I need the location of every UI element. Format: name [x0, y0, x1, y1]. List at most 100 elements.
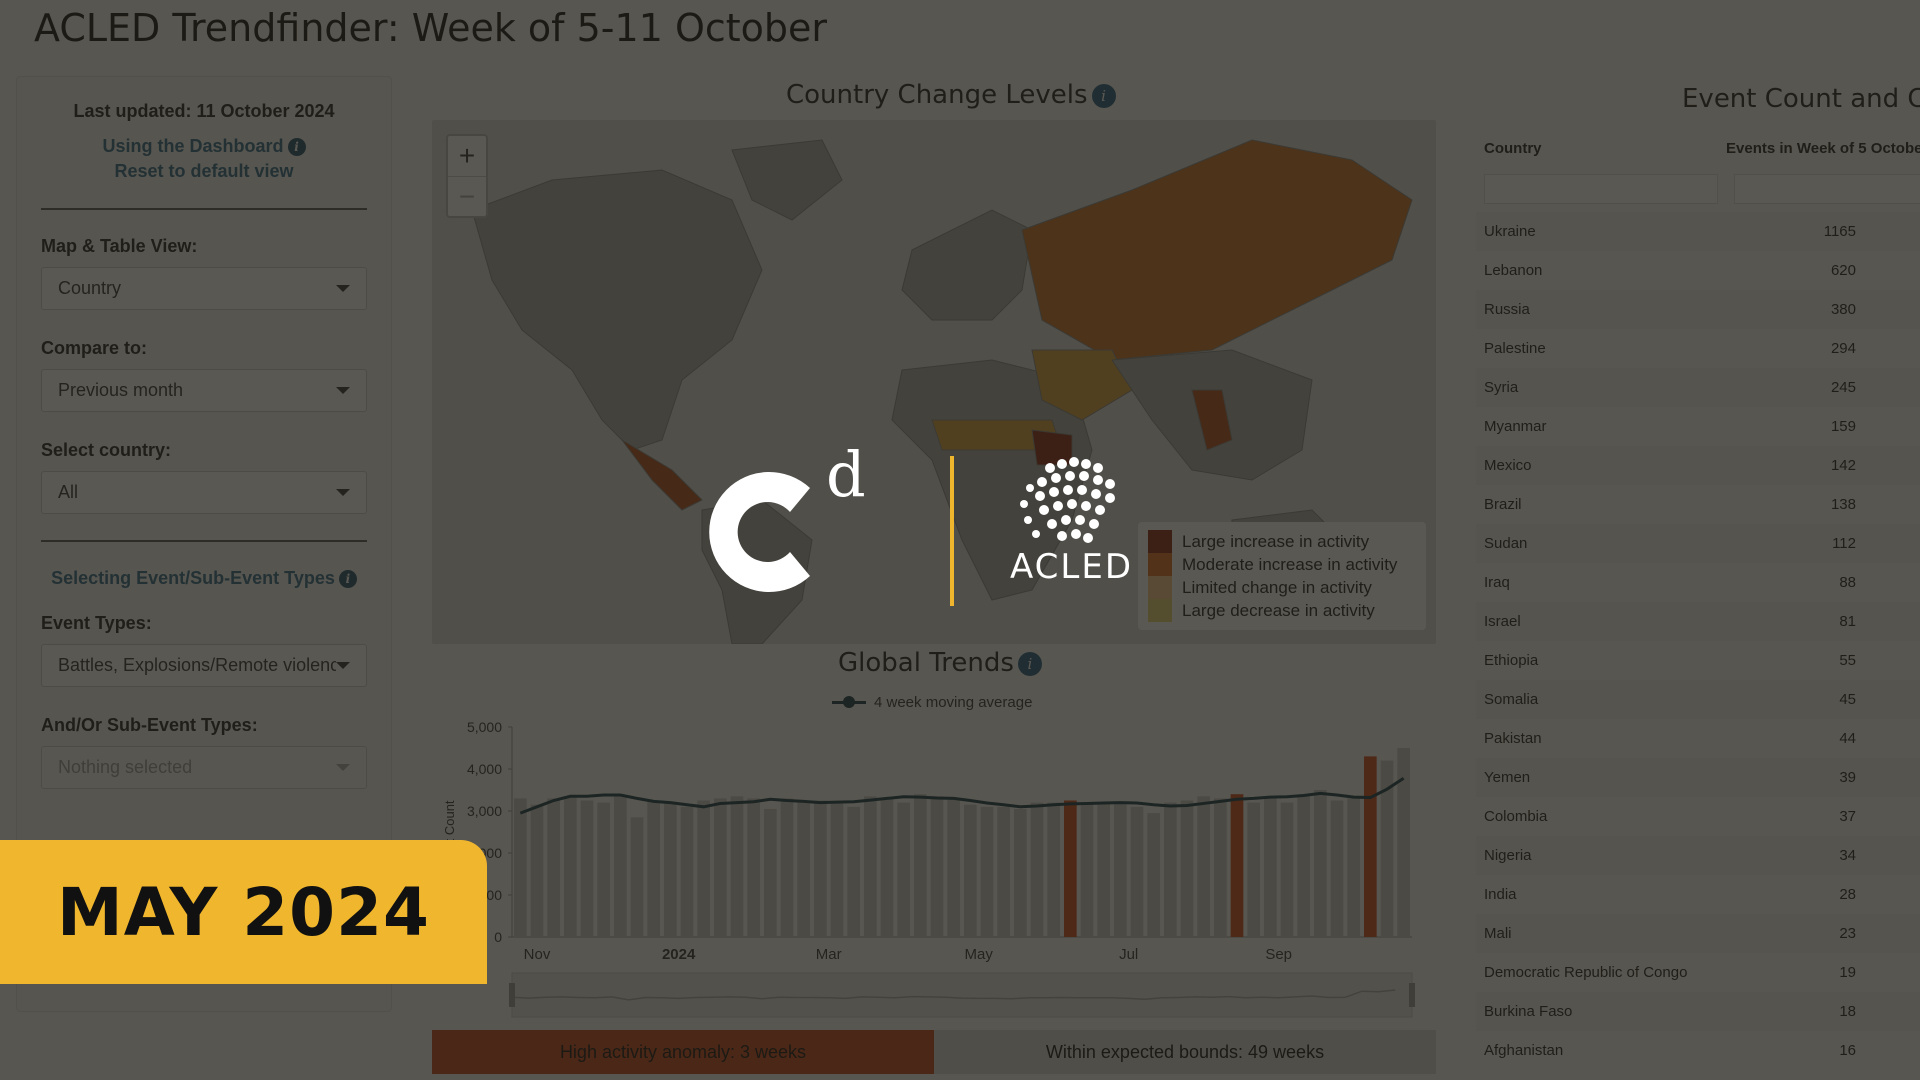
events-cell: 19 [1839, 964, 1856, 981]
high-anomaly-bar[interactable]: High activity anomaly: 3 weeks [432, 1030, 934, 1074]
y-tick-label: 4,000 [467, 761, 502, 777]
country-cell: Burkina Faso [1484, 1003, 1573, 1020]
table-row[interactable]: Burkina Faso 18 [1476, 992, 1920, 1031]
col-country-header[interactable]: Country [1484, 140, 1542, 157]
trend-legend-label: 4 week moving average [874, 694, 1033, 711]
using-dashboard-label: Using the Dashboard [102, 136, 284, 156]
country-cell: Yemen [1484, 769, 1531, 786]
sub-event-select[interactable]: Nothing selected [41, 746, 367, 789]
bar-mark [930, 796, 944, 937]
bar-mark [780, 798, 794, 937]
legend-label: Limited change in activity [1182, 577, 1372, 597]
col-events-header[interactable]: Events in Week of 5 October [1726, 140, 1920, 157]
logo-divider [950, 456, 954, 606]
compare-select[interactable]: Previous month [41, 369, 367, 412]
table-row[interactable]: Yemen 39 [1476, 758, 1920, 797]
table-row[interactable]: Colombia 37 [1476, 797, 1920, 836]
bar-mark [814, 800, 827, 937]
info-icon[interactable]: i [338, 570, 357, 589]
country-filter-input[interactable] [1484, 174, 1718, 204]
country-select[interactable]: All [41, 471, 367, 514]
table-row[interactable]: Somalia 45 [1476, 680, 1920, 719]
bar-mark [1314, 790, 1327, 937]
map-view-select[interactable]: Country [41, 267, 367, 310]
bar-mark [914, 794, 927, 937]
bar-mark [730, 796, 744, 937]
country-cell: Afghanistan [1484, 1042, 1564, 1059]
table-row[interactable]: Mexico 142 [1476, 446, 1920, 485]
greenland-shape [731, 139, 843, 221]
chevron-down-icon [336, 662, 350, 669]
country-cell: Brazil [1484, 496, 1522, 513]
table-row[interactable]: Lebanon 620 [1476, 251, 1920, 290]
table-row[interactable]: Ukraine 1165 [1476, 212, 1920, 251]
table-row[interactable]: Myanmar 159 [1476, 407, 1920, 446]
trends-title-text: Global Trends [838, 648, 1014, 678]
events-filter-input[interactable] [1734, 174, 1920, 204]
table-row[interactable]: Democratic Republic of Congo 19 [1476, 953, 1920, 992]
legend-label: Moderate increase in activity [1182, 554, 1398, 574]
table-row[interactable]: Ethiopia 55 [1476, 641, 1920, 680]
events-cell: 23 [1839, 925, 1856, 942]
table-row[interactable]: Afghanistan 16 [1476, 1031, 1920, 1070]
table-row[interactable]: India 28 [1476, 875, 1920, 914]
events-cell: 138 [1830, 496, 1856, 513]
event-types-help-link[interactable]: Selecting Event/Sub-Event Types i [41, 568, 367, 589]
range-handle-right [1409, 983, 1415, 1007]
legend-label: Large decrease in activity [1182, 600, 1375, 620]
bar-mark [1347, 798, 1360, 937]
legend-label: Large increase in activity [1182, 531, 1370, 551]
cd-logo-icon [709, 472, 810, 592]
country-cell: Pakistan [1484, 730, 1542, 747]
bar-mark [547, 798, 560, 937]
chevron-down-icon [336, 764, 350, 771]
events-cell: 1165 [1823, 223, 1856, 240]
bar-mark [514, 798, 527, 937]
table-row[interactable]: Brazil 138 [1476, 485, 1920, 524]
zoom-in-button[interactable]: + [458, 140, 476, 171]
map-title-text: Country Change Levels [786, 80, 1088, 110]
bar-mark [530, 804, 544, 937]
x-tick-label: Nov [524, 946, 551, 963]
events-cell: 81 [1839, 613, 1856, 630]
legend-item: Moderate increase in activity [1148, 553, 1416, 576]
country-value: All [58, 482, 79, 502]
country-cell: Palestine [1484, 340, 1546, 357]
info-icon[interactable]: i [1091, 83, 1116, 108]
table-row[interactable]: Nigeria 34 [1476, 836, 1920, 875]
using-dashboard-link[interactable]: Using the Dashboard i [41, 136, 367, 157]
line-marker-icon [832, 696, 866, 708]
range-handle-left [509, 983, 515, 1007]
bar-mark [830, 802, 844, 937]
compare-value: Previous month [58, 380, 184, 400]
table-row[interactable]: Russia 380 [1476, 290, 1920, 329]
event-types-select[interactable]: Battles, Explosions/Remote violence [41, 644, 367, 687]
within-bounds-bar[interactable]: Within expected bounds: 49 weeks [934, 1030, 1436, 1074]
bar-mark [864, 796, 877, 937]
country-cell: Somalia [1484, 691, 1539, 708]
info-icon[interactable]: i [1017, 651, 1042, 676]
legend-item: Large decrease in activity [1148, 599, 1416, 622]
table-header: Country Events in Week of 5 October [1476, 140, 1920, 162]
legend-item: Large increase in activity [1148, 530, 1416, 553]
table-row[interactable]: Palestine 294 [1476, 329, 1920, 368]
bar-mark [847, 806, 860, 937]
table-row[interactable]: Pakistan 44 [1476, 719, 1920, 758]
x-tick-label: Sep [1265, 946, 1292, 963]
bar-mark [1097, 802, 1110, 937]
table-row[interactable]: Iraq 88 [1476, 563, 1920, 602]
info-icon[interactable]: i [287, 138, 306, 157]
reset-default-link[interactable]: Reset to default view [114, 161, 294, 181]
table-row[interactable]: Israel 81 [1476, 602, 1920, 641]
bar-mark [980, 806, 994, 937]
zoom-out-button[interactable]: − [448, 176, 486, 216]
bar-mark [697, 800, 710, 937]
bar-mark [1280, 802, 1294, 937]
bar-mark [997, 806, 1010, 937]
north-america-shape [471, 169, 763, 451]
table-row[interactable]: Syria 245 [1476, 368, 1920, 407]
events-cell: 28 [1839, 886, 1856, 903]
table-row[interactable]: Sudan 112 [1476, 524, 1920, 563]
table-row[interactable]: Mali 23 [1476, 914, 1920, 953]
